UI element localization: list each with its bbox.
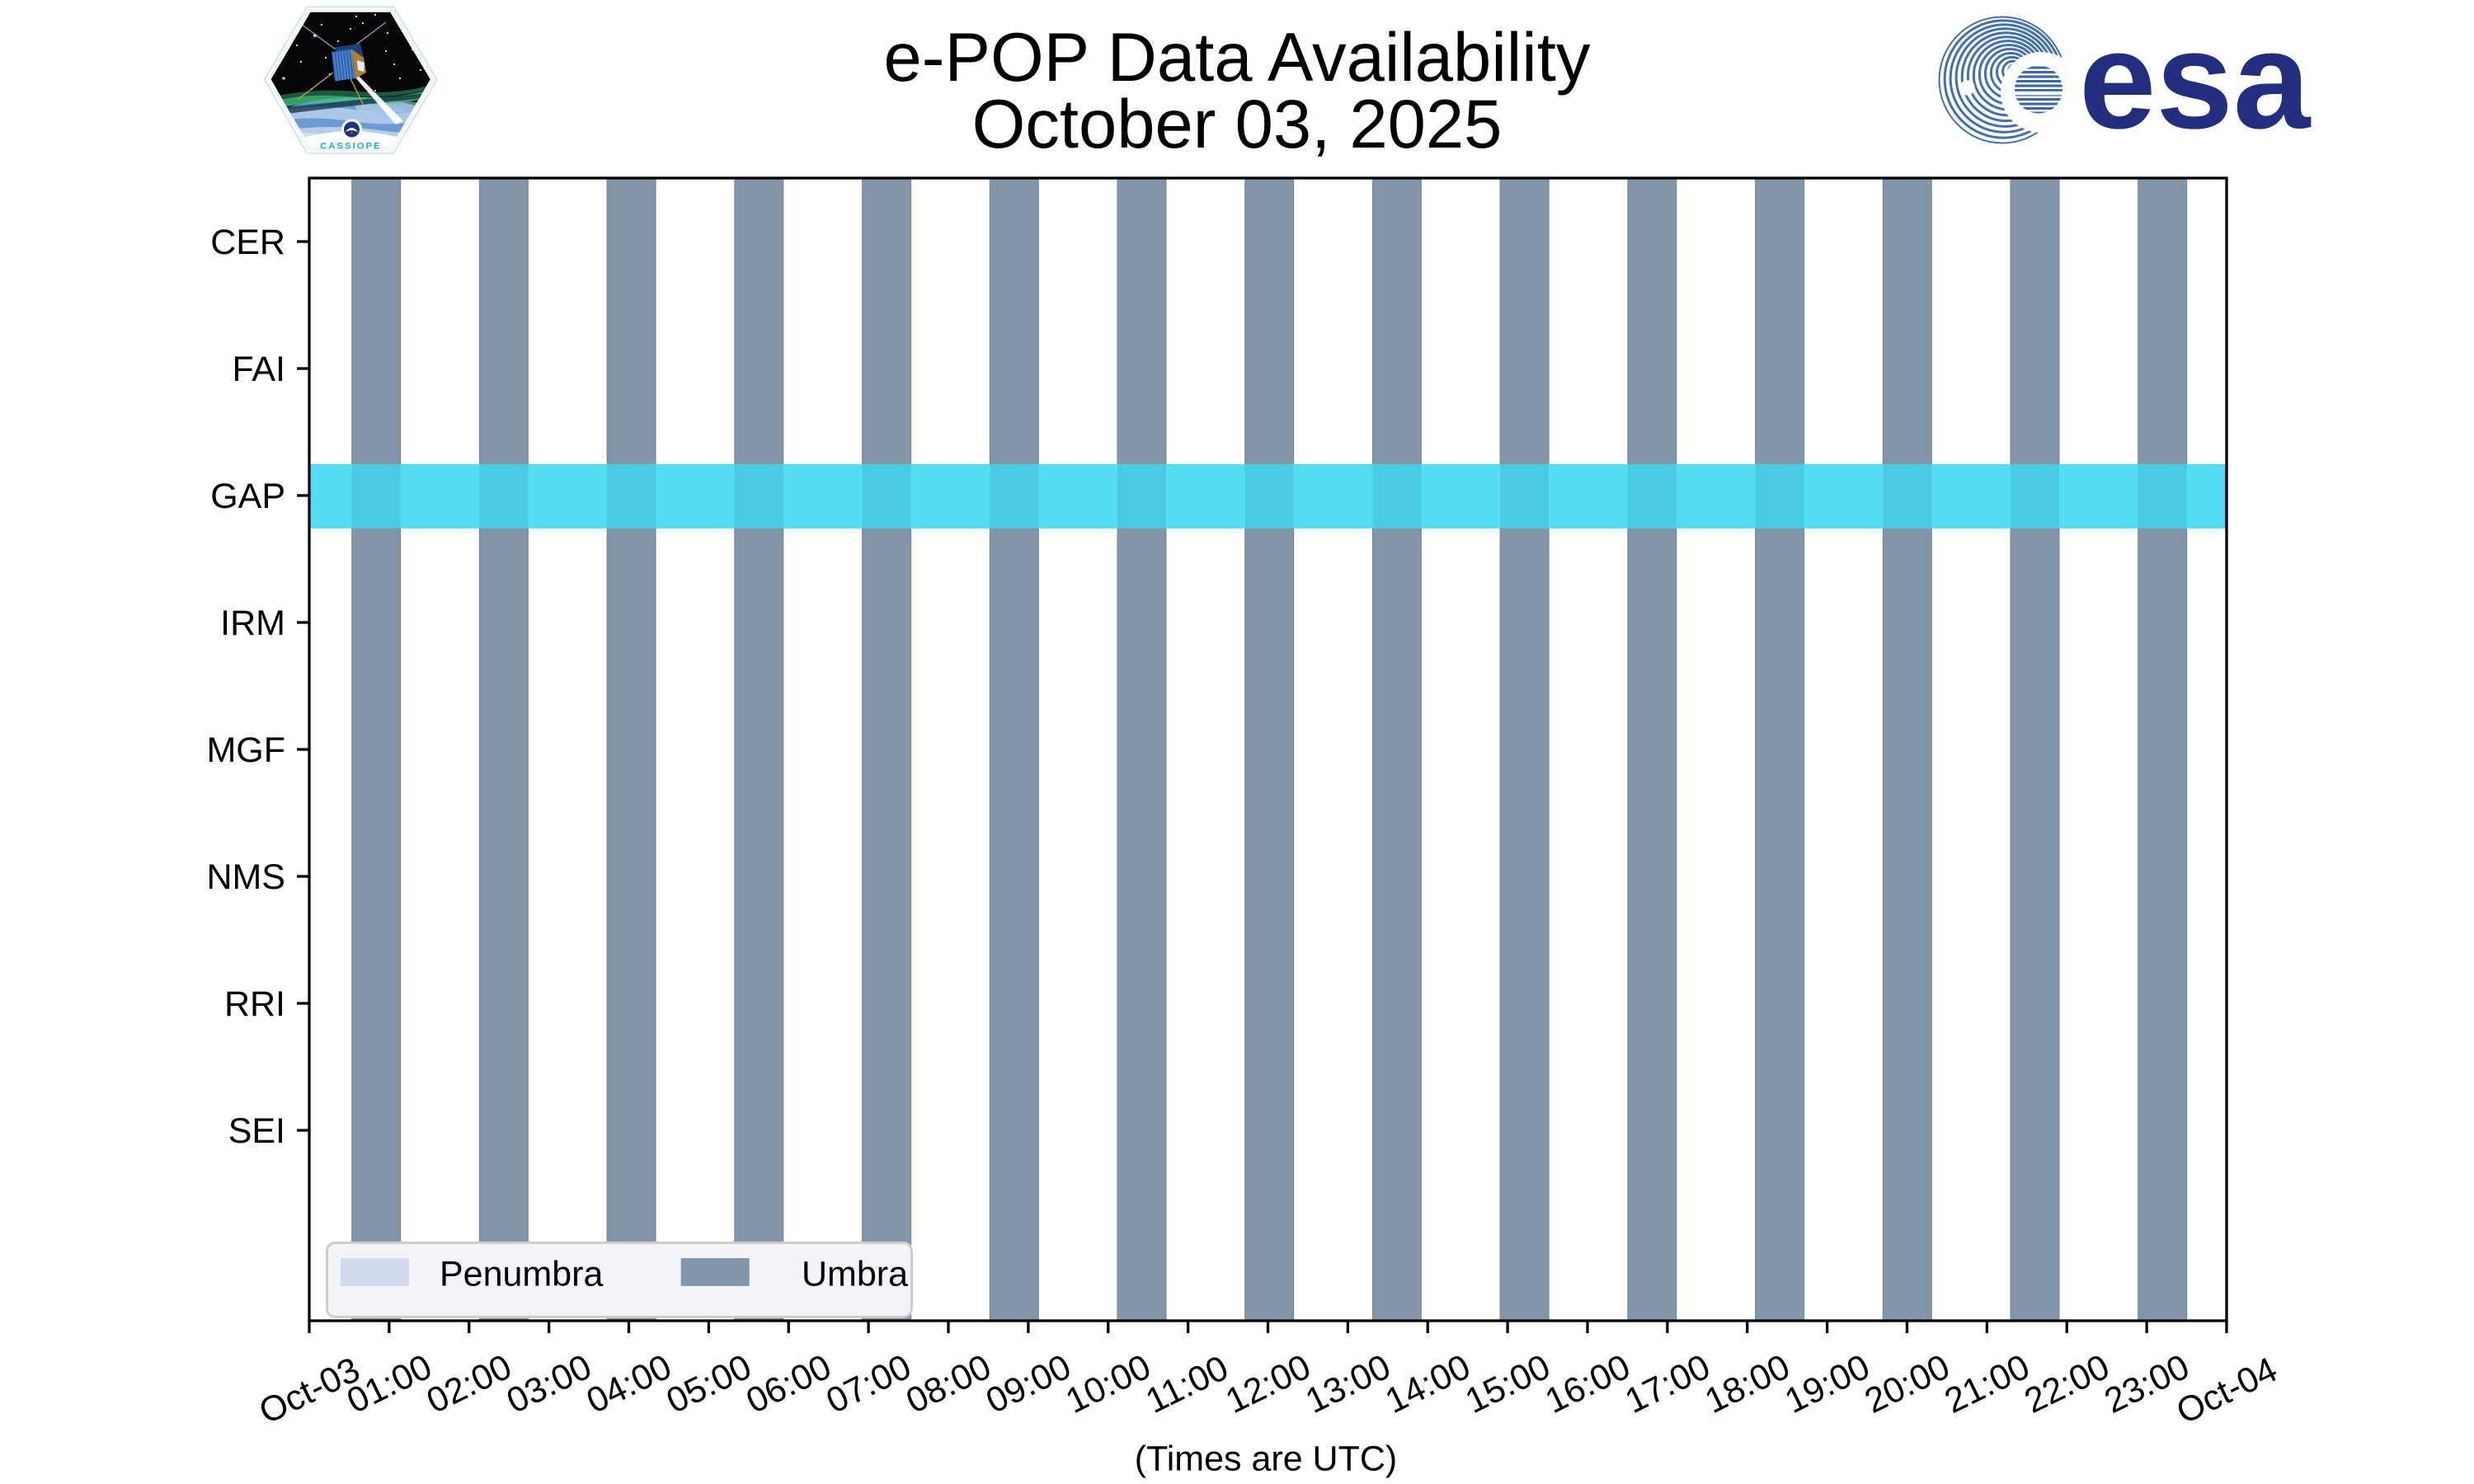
svg-text:e-POP Data Availability: e-POP Data Availability — [884, 19, 1591, 96]
svg-text:FAI: FAI — [232, 350, 285, 389]
svg-text:October 03, 2025: October 03, 2025 — [972, 86, 1503, 162]
svg-text:MGF: MGF — [206, 730, 285, 770]
svg-text:RRI: RRI — [224, 984, 285, 1024]
svg-text:esa: esa — [2079, 2, 2312, 157]
svg-text:SEI: SEI — [228, 1111, 285, 1151]
svg-text:NMS: NMS — [206, 857, 285, 897]
svg-text:GAP: GAP — [210, 477, 285, 516]
svg-text:(Times are UTC): (Times are UTC) — [1135, 1439, 1398, 1479]
svg-text:IRM: IRM — [220, 603, 285, 643]
svg-text:Umbra: Umbra — [802, 1255, 908, 1294]
svg-text:CER: CER — [210, 223, 285, 262]
svg-text:CASSIOPE: CASSIOPE — [320, 142, 381, 152]
svg-text:Penumbra: Penumbra — [440, 1255, 603, 1294]
